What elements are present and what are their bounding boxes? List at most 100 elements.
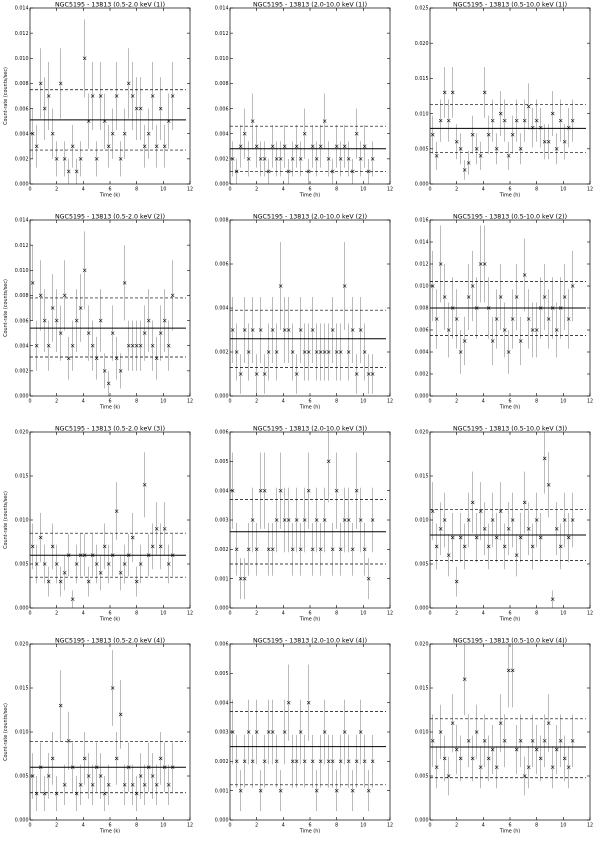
data-point	[474, 535, 479, 540]
data-point	[550, 111, 555, 116]
data-point	[146, 131, 151, 136]
x-tick-label: 10	[560, 399, 566, 405]
data-point	[162, 318, 167, 323]
data-point	[310, 547, 315, 552]
plot-frame	[429, 431, 591, 609]
data-point	[282, 730, 287, 734]
x-tick-label: 4	[282, 611, 285, 617]
data-point	[162, 527, 167, 531]
data-point	[542, 456, 547, 461]
data-point	[246, 350, 251, 354]
y-tick-label: 0.002	[415, 372, 429, 378]
data-point	[362, 547, 367, 552]
data-point	[126, 81, 131, 86]
data-point	[442, 518, 447, 522]
data-point	[38, 81, 43, 86]
data-point	[462, 544, 467, 549]
data-point	[510, 518, 515, 522]
data-point	[566, 535, 571, 540]
data-point	[450, 535, 455, 540]
lightcurve-panel: NGC5195 - 13813 (0.5-2.0 keV (3)) 0 2 4 6 8 10…	[0, 424, 200, 634]
data-point	[318, 350, 323, 354]
data-point	[366, 576, 371, 581]
data-point	[258, 788, 263, 793]
chart-title: NGC5195 - 13813 (2.0-10.0 keV (1))	[253, 2, 367, 9]
x-tick-label: 10	[160, 823, 166, 829]
data-point	[66, 356, 71, 361]
y-tick-label: 0.004	[415, 350, 429, 356]
data-point	[94, 765, 99, 769]
data-point	[34, 343, 39, 348]
y-tick-label: 0.020	[415, 41, 429, 47]
data-point	[78, 306, 83, 310]
data-point	[298, 157, 303, 161]
x-tick-label: 8	[335, 399, 338, 405]
data-point	[506, 668, 511, 673]
data-point	[42, 791, 47, 796]
x-tick-label: 6	[508, 187, 511, 193]
data-point	[534, 747, 539, 752]
x-tick-label: 12	[587, 187, 593, 193]
plot-frame	[429, 7, 591, 185]
y-tick-label: 0.000	[415, 818, 429, 824]
data-point	[302, 518, 307, 522]
data-point	[74, 562, 79, 566]
data-point	[518, 339, 523, 343]
data-point	[118, 712, 123, 717]
data-point	[566, 317, 571, 321]
data-point	[110, 131, 115, 136]
data-point	[110, 553, 115, 557]
data-point	[438, 527, 443, 531]
y-tick-label: 0.020	[415, 430, 429, 436]
plot-frame	[229, 7, 391, 185]
y-tick-label: 0.010	[15, 56, 29, 62]
data-point	[54, 318, 59, 323]
data-point	[458, 535, 463, 540]
data-point	[270, 547, 275, 552]
data-point	[498, 295, 503, 299]
data-point	[150, 774, 155, 778]
data-point	[310, 144, 315, 149]
chart-title: NGC5195 - 13813 (0.5-10.0 keV (1))	[453, 2, 567, 9]
data-point	[130, 783, 135, 787]
y-tick-label: 0.004	[215, 306, 229, 312]
data-point	[466, 295, 471, 299]
data-point	[534, 518, 539, 522]
data-point	[554, 328, 559, 332]
x-tick-label: 6	[108, 399, 111, 405]
x-axis-label: Time (h)	[499, 829, 521, 835]
data-point	[166, 783, 171, 787]
data-point	[158, 544, 163, 549]
lightcurve-chart: NGC5195 - 13813 (2.0-10.0 keV (3)) 0 2 4 6 8 1…	[215, 426, 393, 623]
data-point	[486, 756, 491, 761]
x-tick-label: 6	[308, 823, 311, 829]
data-point	[278, 788, 283, 793]
data-point	[266, 350, 271, 354]
data-point	[498, 111, 503, 116]
data-point	[94, 356, 99, 361]
data-point	[170, 553, 175, 557]
data-point	[570, 518, 575, 522]
data-point	[234, 759, 239, 764]
data-point	[526, 104, 531, 109]
data-point	[338, 350, 343, 354]
data-point	[126, 343, 131, 348]
y-tick-label: 0.006	[215, 262, 229, 268]
data-point	[486, 544, 491, 549]
y-tick-label: 0.008	[15, 293, 29, 299]
data-point	[502, 328, 507, 332]
data-point	[110, 331, 115, 335]
x-axis-label: Time (h)	[299, 829, 321, 835]
data-point	[234, 169, 239, 174]
data-point	[434, 765, 439, 769]
data-point	[82, 268, 87, 273]
data-point	[506, 154, 511, 158]
data-point	[258, 328, 263, 332]
y-tick-label: 0.006	[215, 106, 229, 112]
y-tick-label: 0.003	[215, 730, 229, 736]
y-tick-label: 0.006	[215, 430, 229, 436]
data-point	[66, 169, 71, 174]
data-point	[30, 281, 35, 285]
x-axis-label: Time (k)	[99, 829, 120, 835]
data-point	[290, 157, 295, 161]
